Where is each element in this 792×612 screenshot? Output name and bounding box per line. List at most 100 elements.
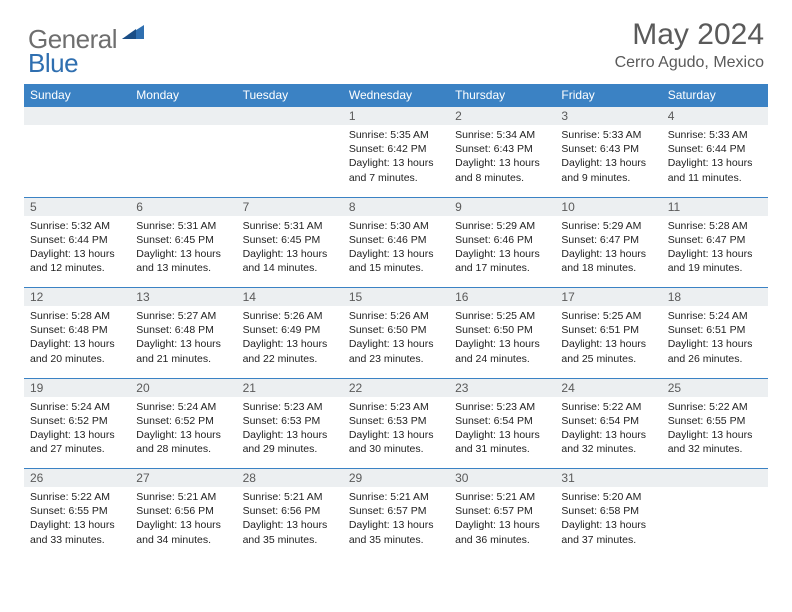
weekday-header: Monday: [130, 84, 236, 107]
sunrise-line: Sunrise: 5:22 AM: [561, 400, 655, 414]
day-number-cell: 15: [343, 288, 449, 307]
day-number-cell: 4: [662, 107, 768, 126]
sunset-line: Sunset: 6:57 PM: [349, 504, 443, 518]
day-content-row: Sunrise: 5:35 AMSunset: 6:42 PM Daylight:…: [24, 125, 768, 197]
day-details: Sunrise: 5:31 AMSunset: 6:45 PMDaylight:…: [136, 219, 230, 276]
sunset-line: Sunset: 6:51 PM: [668, 323, 762, 337]
sunset-line: Sunset: 6:53 PM: [349, 414, 443, 428]
sunrise-line: Sunrise: 5:23 AM: [349, 400, 443, 414]
sunrise-line: Sunrise: 5:27 AM: [136, 309, 230, 323]
daylight-line: Daylight: 13 hours and 25 minutes.: [561, 337, 655, 365]
day-content-cell: Sunrise: 5:21 AMSunset: 6:57 PMDaylight:…: [449, 487, 555, 559]
day-number-cell: 30: [449, 469, 555, 488]
sunrise-line: Sunrise: 5:23 AM: [243, 400, 337, 414]
daylight-line: Daylight: 13 hours and 34 minutes.: [136, 518, 230, 546]
sunrise-line: Sunrise: 5:33 AM: [668, 128, 762, 142]
day-details: Sunrise: 5:30 AMSunset: 6:46 PMDaylight:…: [349, 219, 443, 276]
sunset-line: Sunset: 6:45 PM: [136, 233, 230, 247]
day-content-cell: Sunrise: 5:25 AMSunset: 6:50 PMDaylight:…: [449, 306, 555, 378]
day-number-cell: 6: [130, 197, 236, 216]
day-number-cell: 1: [343, 107, 449, 126]
day-content-cell: Sunrise: 5:23 AMSunset: 6:53 PMDaylight:…: [237, 397, 343, 469]
day-content-row: Sunrise: 5:22 AMSunset: 6:55 PMDaylight:…: [24, 487, 768, 559]
day-content-cell: Sunrise: 5:31 AMSunset: 6:45 PMDaylight:…: [237, 216, 343, 288]
day-number-cell: [24, 107, 130, 126]
day-details: Sunrise: 5:21 AMSunset: 6:57 PMDaylight:…: [349, 490, 443, 547]
day-details: Sunrise: 5:31 AMSunset: 6:45 PMDaylight:…: [243, 219, 337, 276]
day-content-cell: [237, 125, 343, 197]
sunset-line: Sunset: 6:50 PM: [455, 323, 549, 337]
daylight-line: Daylight: 13 hours and 23 minutes.: [349, 337, 443, 365]
day-content-cell: Sunrise: 5:23 AMSunset: 6:54 PMDaylight:…: [449, 397, 555, 469]
page-header: General May 2024 Cerro Agudo, Mexico: [0, 0, 792, 78]
day-details: Sunrise: 5:22 AMSunset: 6:55 PMDaylight:…: [30, 490, 124, 547]
sunrise-line: Sunrise: 5:25 AM: [561, 309, 655, 323]
day-number-cell: 14: [237, 288, 343, 307]
day-content-cell: [662, 487, 768, 559]
day-number-row: 12131415161718: [24, 288, 768, 307]
sunrise-line: Sunrise: 5:21 AM: [243, 490, 337, 504]
daylight-line: Daylight: 13 hours and 35 minutes.: [349, 518, 443, 546]
day-details: Sunrise: 5:26 AMSunset: 6:50 PMDaylight:…: [349, 309, 443, 366]
day-details: Sunrise: 5:21 AMSunset: 6:57 PMDaylight:…: [455, 490, 549, 547]
sunset-line: Sunset: 6:43 PM: [455, 142, 549, 156]
daylight-line: Daylight: 13 hours and 21 minutes.: [136, 337, 230, 365]
calendar-table: SundayMondayTuesdayWednesdayThursdayFrid…: [24, 84, 768, 559]
day-content-cell: Sunrise: 5:21 AMSunset: 6:57 PMDaylight:…: [343, 487, 449, 559]
day-number-cell: 3: [555, 107, 661, 126]
daylight-line: Daylight: 13 hours and 9 minutes.: [561, 156, 655, 184]
sunrise-line: Sunrise: 5:34 AM: [455, 128, 549, 142]
sunset-line: Sunset: 6:43 PM: [561, 142, 655, 156]
daylight-line: Daylight: 13 hours and 17 minutes.: [455, 247, 549, 275]
daylight-line: Daylight: 13 hours and 11 minutes.: [668, 156, 762, 184]
day-details: Sunrise: 5:29 AMSunset: 6:46 PMDaylight:…: [455, 219, 549, 276]
sunrise-line: Sunrise: 5:24 AM: [30, 400, 124, 414]
daylight-line: Daylight: 13 hours and 32 minutes.: [561, 428, 655, 456]
sunrise-line: Sunrise: 5:26 AM: [349, 309, 443, 323]
brand-mark-icon: [122, 21, 144, 44]
sunrise-line: Sunrise: 5:35 AM: [349, 128, 443, 142]
day-number-cell: [237, 107, 343, 126]
daylight-line: Daylight: 13 hours and 8 minutes.: [455, 156, 549, 184]
sunrise-line: Sunrise: 5:33 AM: [561, 128, 655, 142]
daylight-line: Daylight: 13 hours and 37 minutes.: [561, 518, 655, 546]
brand-text-blue-wrap: Blue: [28, 48, 78, 79]
daylight-line: Daylight: 13 hours and 13 minutes.: [136, 247, 230, 275]
sunrise-line: Sunrise: 5:24 AM: [136, 400, 230, 414]
day-content-cell: Sunrise: 5:21 AMSunset: 6:56 PMDaylight:…: [237, 487, 343, 559]
sunset-line: Sunset: 6:54 PM: [455, 414, 549, 428]
sunset-line: Sunset: 6:45 PM: [243, 233, 337, 247]
day-number-cell: 9: [449, 197, 555, 216]
calendar-header-row: SundayMondayTuesdayWednesdayThursdayFrid…: [24, 84, 768, 107]
location-label: Cerro Agudo, Mexico: [615, 54, 764, 72]
sunrise-line: Sunrise: 5:29 AM: [455, 219, 549, 233]
daylight-line: Daylight: 13 hours and 35 minutes.: [243, 518, 337, 546]
day-content-cell: Sunrise: 5:34 AMSunset: 6:43 PMDaylight:…: [449, 125, 555, 197]
day-details: Sunrise: 5:22 AMSunset: 6:55 PMDaylight:…: [668, 400, 762, 457]
sunrise-line: Sunrise: 5:24 AM: [668, 309, 762, 323]
sunset-line: Sunset: 6:51 PM: [561, 323, 655, 337]
daylight-line: Daylight: 13 hours and 33 minutes.: [30, 518, 124, 546]
sunset-line: Sunset: 6:42 PM: [349, 142, 443, 156]
day-number-cell: 18: [662, 288, 768, 307]
day-details: Sunrise: 5:34 AMSunset: 6:43 PMDaylight:…: [455, 128, 549, 185]
daylight-line: Daylight: 13 hours and 32 minutes.: [668, 428, 762, 456]
daylight-line: Daylight: 13 hours and 19 minutes.: [668, 247, 762, 275]
day-content-cell: Sunrise: 5:22 AMSunset: 6:55 PMDaylight:…: [24, 487, 130, 559]
sunrise-line: Sunrise: 5:29 AM: [561, 219, 655, 233]
day-number-cell: 29: [343, 469, 449, 488]
daylight-line: Daylight: 13 hours and 36 minutes.: [455, 518, 549, 546]
day-details: Sunrise: 5:26 AMSunset: 6:49 PMDaylight:…: [243, 309, 337, 366]
day-content-cell: Sunrise: 5:26 AMSunset: 6:49 PMDaylight:…: [237, 306, 343, 378]
day-number-cell: 12: [24, 288, 130, 307]
sunrise-line: Sunrise: 5:31 AM: [136, 219, 230, 233]
sunset-line: Sunset: 6:58 PM: [561, 504, 655, 518]
sunset-line: Sunset: 6:55 PM: [668, 414, 762, 428]
weekday-header: Wednesday: [343, 84, 449, 107]
sunrise-line: Sunrise: 5:21 AM: [455, 490, 549, 504]
day-content-cell: Sunrise: 5:23 AMSunset: 6:53 PMDaylight:…: [343, 397, 449, 469]
sunset-line: Sunset: 6:47 PM: [561, 233, 655, 247]
day-number-cell: [662, 469, 768, 488]
day-content-cell: Sunrise: 5:35 AMSunset: 6:42 PMDaylight:…: [343, 125, 449, 197]
daylight-line: Daylight: 13 hours and 29 minutes.: [243, 428, 337, 456]
